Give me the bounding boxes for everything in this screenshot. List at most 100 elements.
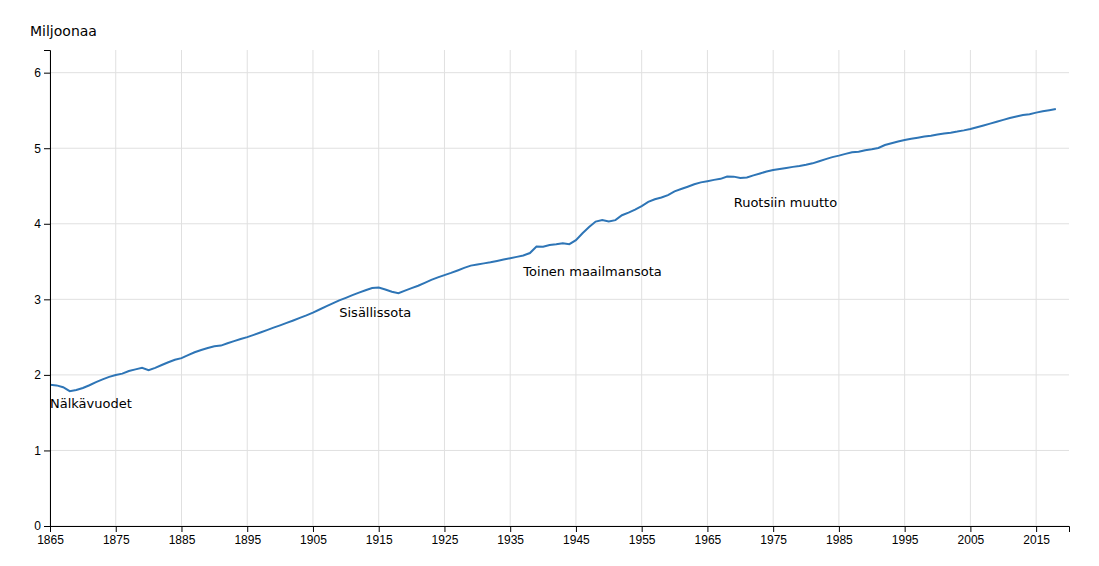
grid [50,50,1069,526]
tick: 1895 [234,526,261,547]
tick: 1915 [366,526,393,547]
tick-label: 1985 [826,533,853,547]
tick-mark [773,526,774,532]
tick-mark [1036,526,1037,532]
population-line [50,109,1056,391]
tick: 1925 [432,526,459,547]
tick: 6 [34,66,50,80]
tick-mark [642,526,643,532]
tick-mark [44,148,50,149]
tick-mark [707,526,708,532]
tick: 1 [34,444,50,458]
tick-label: 1875 [103,533,130,547]
grid-line-x [510,50,511,526]
tick-mark [905,526,906,532]
tick-mark [44,375,50,376]
tick-mark [839,526,840,532]
tick-label: 1945 [563,533,590,547]
tick-label: 1925 [432,533,459,547]
tick-mark [44,224,50,225]
tick-label: 1895 [234,533,261,547]
tick-label: 2 [34,368,41,382]
tick-label: 0 [34,519,41,533]
tick-mark [970,526,971,532]
tick-mark [44,73,50,74]
tick-label: 1955 [629,533,656,547]
tick: 4 [34,217,50,231]
tick-mark [313,526,314,532]
tick-label: 1935 [497,533,524,547]
grid-line-x [904,50,905,526]
tick-label: 1885 [169,533,196,547]
grid-line-x [181,50,182,526]
grid-line-x [115,50,116,526]
tick-mark [510,526,511,532]
tick: 3 [34,293,50,307]
grid-line-x [312,50,313,526]
y-axis: 0 1 2 3 4 5 6 [34,51,50,534]
tick-mark [379,526,380,532]
grid-line-y [50,148,1069,149]
tick: 1965 [695,526,722,547]
annotation: Nälkävuodet [50,396,132,411]
axis-line [51,527,1070,533]
axis-line [44,51,51,527]
grid-line-x [838,50,839,526]
tick-label: 3 [34,293,41,307]
tick: 1905 [300,526,327,547]
tick-mark [44,450,50,451]
chart: 1865 1875 1885 1895 1905 1915 1925 1935 1945 1955… [0,0,1099,566]
tick: 0 [34,519,50,533]
grid-line-x [641,50,642,526]
tick-mark [44,526,50,527]
annotation: Ruotsiin muutto [734,195,837,210]
grid-line-y [50,223,1069,224]
tick-label: 4 [34,217,41,231]
grid-line-y [50,299,1069,300]
annotations: Nälkävuodet Sisällissota Toinen maailmanso… [50,195,837,411]
grid-line-x [970,50,971,526]
tick: 1985 [826,526,853,547]
tick-label: 1915 [366,533,393,547]
tick-label: 5 [34,142,41,156]
grid-line-x [444,50,445,526]
tick: 1935 [497,526,524,547]
grid-line-y [50,450,1069,451]
plot-area [50,109,1056,391]
tick-label: 2015 [1023,533,1050,547]
grid-line-y [50,72,1069,73]
grid-line-y [50,374,1069,375]
y-axis-label: Miljoonaa [30,23,97,39]
tick-label: 1965 [695,533,722,547]
tick: 2015 [1023,526,1050,547]
grid-line-x [707,50,708,526]
tick: 1975 [760,526,787,547]
grid-line-x [773,50,774,526]
tick-mark [247,526,248,532]
tick-mark [116,526,117,532]
tick-label: 1905 [300,533,327,547]
tick-label: 1865 [37,533,64,547]
tick-label: 2005 [958,533,985,547]
annotation: Sisällissota [339,305,411,320]
tick-mark [444,526,445,532]
tick-label: 6 [34,66,41,80]
tick: 1955 [629,526,656,547]
tick-label: 1975 [760,533,787,547]
tick-label: 1995 [892,533,919,547]
tick-label: 1 [34,444,41,458]
tick: 5 [34,142,50,156]
tick-mark [576,526,577,532]
tick: 2 [34,368,50,382]
tick-mark [181,526,182,532]
x-axis: 1865 1875 1885 1895 1905 1915 1925 1935 1945 1955… [37,526,1069,547]
grid-line-x [575,50,576,526]
tick: 1945 [563,526,590,547]
tick: 1875 [103,526,130,547]
tick: 1995 [892,526,919,547]
annotation: Toinen maailmansota [522,264,661,279]
tick: 1885 [169,526,196,547]
grid-line-x [1036,50,1037,526]
grid-line-x [247,50,248,526]
tick: 2005 [958,526,985,547]
